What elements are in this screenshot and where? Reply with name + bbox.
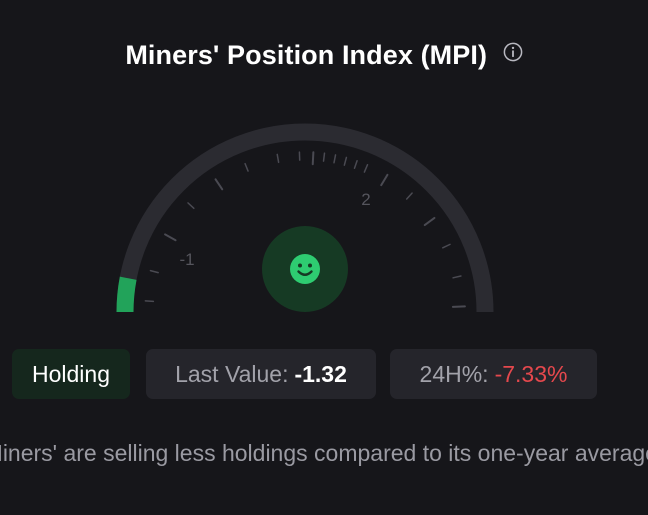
gauge-tick [442,243,451,249]
gauge-tick [333,154,337,164]
gauge-tick [144,300,155,303]
gauge-tick [214,178,224,191]
gauge-tick [405,192,413,200]
gauge-tick [380,173,389,187]
gauge-tick [164,233,177,242]
gauge-tick [276,153,280,164]
mpi-gauge: -1 2 [116,123,494,313]
gauge-tick [423,216,436,227]
smiley-face-icon [290,254,320,284]
last-value-chip: Last Value: -1.32 [146,349,376,399]
change-24h-value: -7.33% [494,360,568,387]
gauge-tick [353,159,358,170]
last-value: -1.32 [294,360,347,387]
gauge-tick [187,202,195,210]
gauge-fill [116,276,137,313]
gauge-tick [322,152,326,162]
gauge-tick [452,275,462,279]
gauge-track [116,123,494,313]
gauge-tick [311,151,315,166]
gauge-tick [149,269,159,274]
info-icon[interactable] [503,38,523,62]
widget-title: Miners' Position Index (MPI) [125,40,488,70]
change-24h-chip: 24H%: -7.33% [390,349,597,399]
widget-header: Miners' Position Index (MPI) [0,38,648,71]
stats-row: Holding Last Value: -1.32 24H%: -7.33% [0,349,648,399]
change-24h-label: 24H%: [419,360,489,387]
gauge-tick [343,156,348,166]
status-badge: Holding [12,349,130,399]
sentiment-indicator [262,226,348,312]
gauge-tick [363,163,369,173]
gauge-tick [244,162,249,172]
tick-label: 2 [361,190,370,209]
tick-label: -1 [179,250,194,269]
description-text: Miners' are selling less holdings compar… [0,440,648,466]
status-badge-label: Holding [32,360,110,387]
gauge-ticks [144,151,466,308]
last-value-label: Last Value: [175,360,289,387]
